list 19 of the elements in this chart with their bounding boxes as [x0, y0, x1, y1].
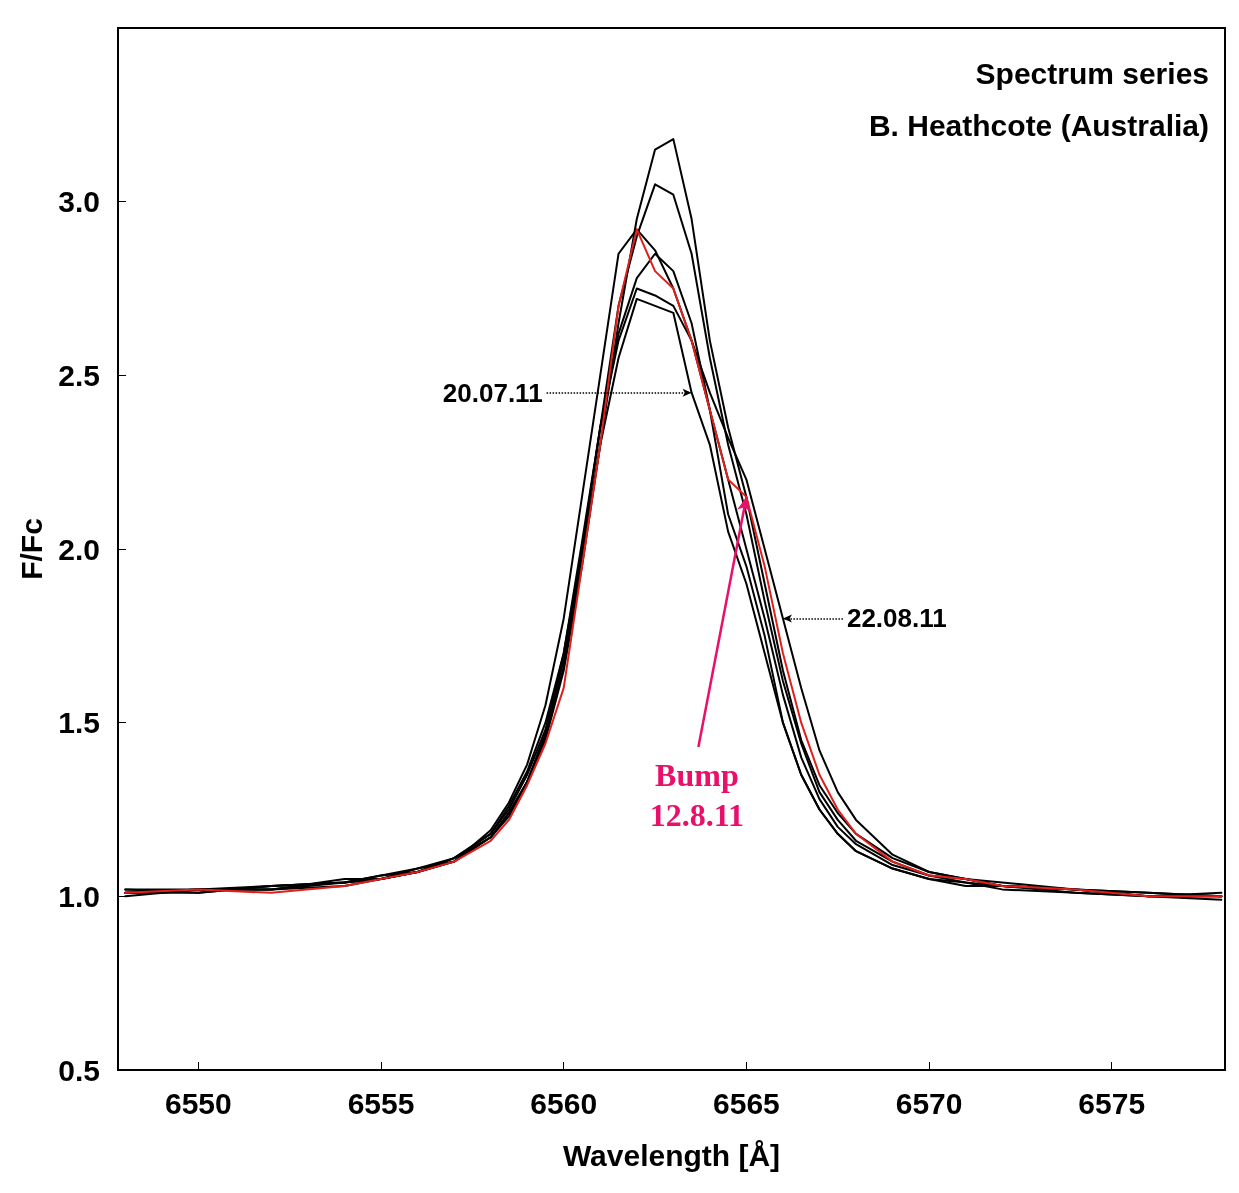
x-tick-label: 6555 [347, 1086, 415, 1120]
y-tick-label: 1.5 [58, 706, 100, 740]
y-tick-label: 2.5 [58, 358, 100, 392]
annotation: B. Heathcote (Australia) [868, 108, 1210, 142]
y-axis-title: F/Fc [14, 518, 48, 580]
y-tick-label: 2.0 [58, 532, 100, 566]
annotation: Bump 12.8.11 [649, 756, 744, 833]
x-tick-label: 6560 [530, 1086, 598, 1120]
x-tick-label: 6575 [1078, 1086, 1146, 1120]
annotation: 22.08.11 [846, 603, 947, 634]
y-tick-label: 3.0 [58, 185, 100, 219]
x-tick-label: 6570 [895, 1086, 963, 1120]
x-axis-title: Wavelength [Å] [562, 1138, 781, 1172]
y-tick-label: 1.0 [58, 879, 100, 913]
annotation: Spectrum series [975, 56, 1209, 90]
y-tick-label: 0.5 [58, 1053, 100, 1087]
x-tick-label: 6550 [165, 1086, 232, 1120]
annotation: 20.07.11 [442, 377, 543, 408]
x-tick-label: 6565 [713, 1086, 780, 1120]
